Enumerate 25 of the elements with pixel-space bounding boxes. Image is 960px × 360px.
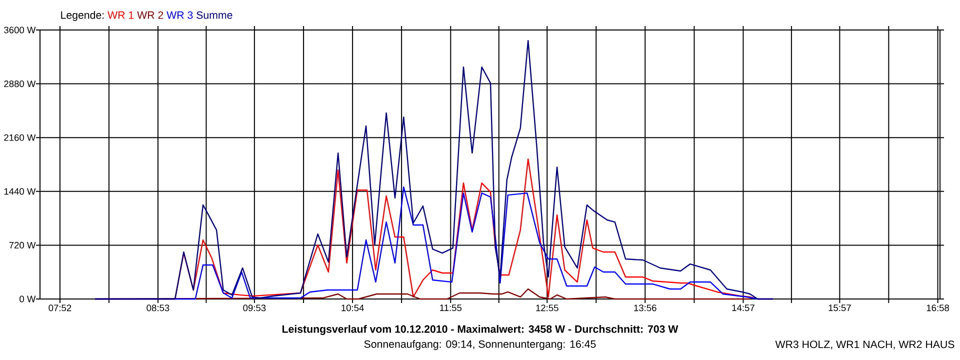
x-tick-label: 11:55: [440, 304, 462, 312]
x-tick-label: 07:52: [48, 304, 72, 312]
x-tick-label: 15:57: [828, 304, 851, 312]
text: Sonnenaufgang: 09:14, Sonnenuntergang: 16:45: [364, 340, 596, 350]
line-series: [94, 40, 774, 300]
text: WR 2: [137, 11, 164, 19]
y-tick-label: 1440 W: [4, 188, 36, 195]
text: WR 1: [108, 11, 134, 19]
text: WR3 HOLZ, WR1 NACH, WR2 HAUS: [775, 340, 954, 350]
y-tick-label: 2160 W: [4, 134, 36, 141]
y-tick-label: 2880 W: [4, 80, 36, 88]
x-tick-label: 08:53: [146, 304, 170, 312]
x-tick-label: 10:54: [342, 304, 364, 312]
text: WR 3: [166, 11, 193, 19]
text: Summe: [196, 11, 232, 19]
x-tick-label: 13:56: [634, 304, 656, 312]
legend-title: Legende:: [61, 11, 104, 21]
y-tick-label: 720 W: [9, 242, 36, 248]
x-tick-label: 16:58: [926, 304, 950, 312]
x-tick-label: 09:53: [243, 304, 266, 312]
text: Leistungsverlauf vom 10.12.2010 - Maximalwert: 3458 W - Durchschnitt: 703 W: [282, 325, 678, 335]
y-tick-label: 0 W: [20, 296, 36, 302]
x-tick-label: 12:55: [536, 304, 558, 312]
x-tick-label: 14:57: [732, 304, 754, 312]
y-tick-label: 3600 W: [4, 26, 36, 34]
